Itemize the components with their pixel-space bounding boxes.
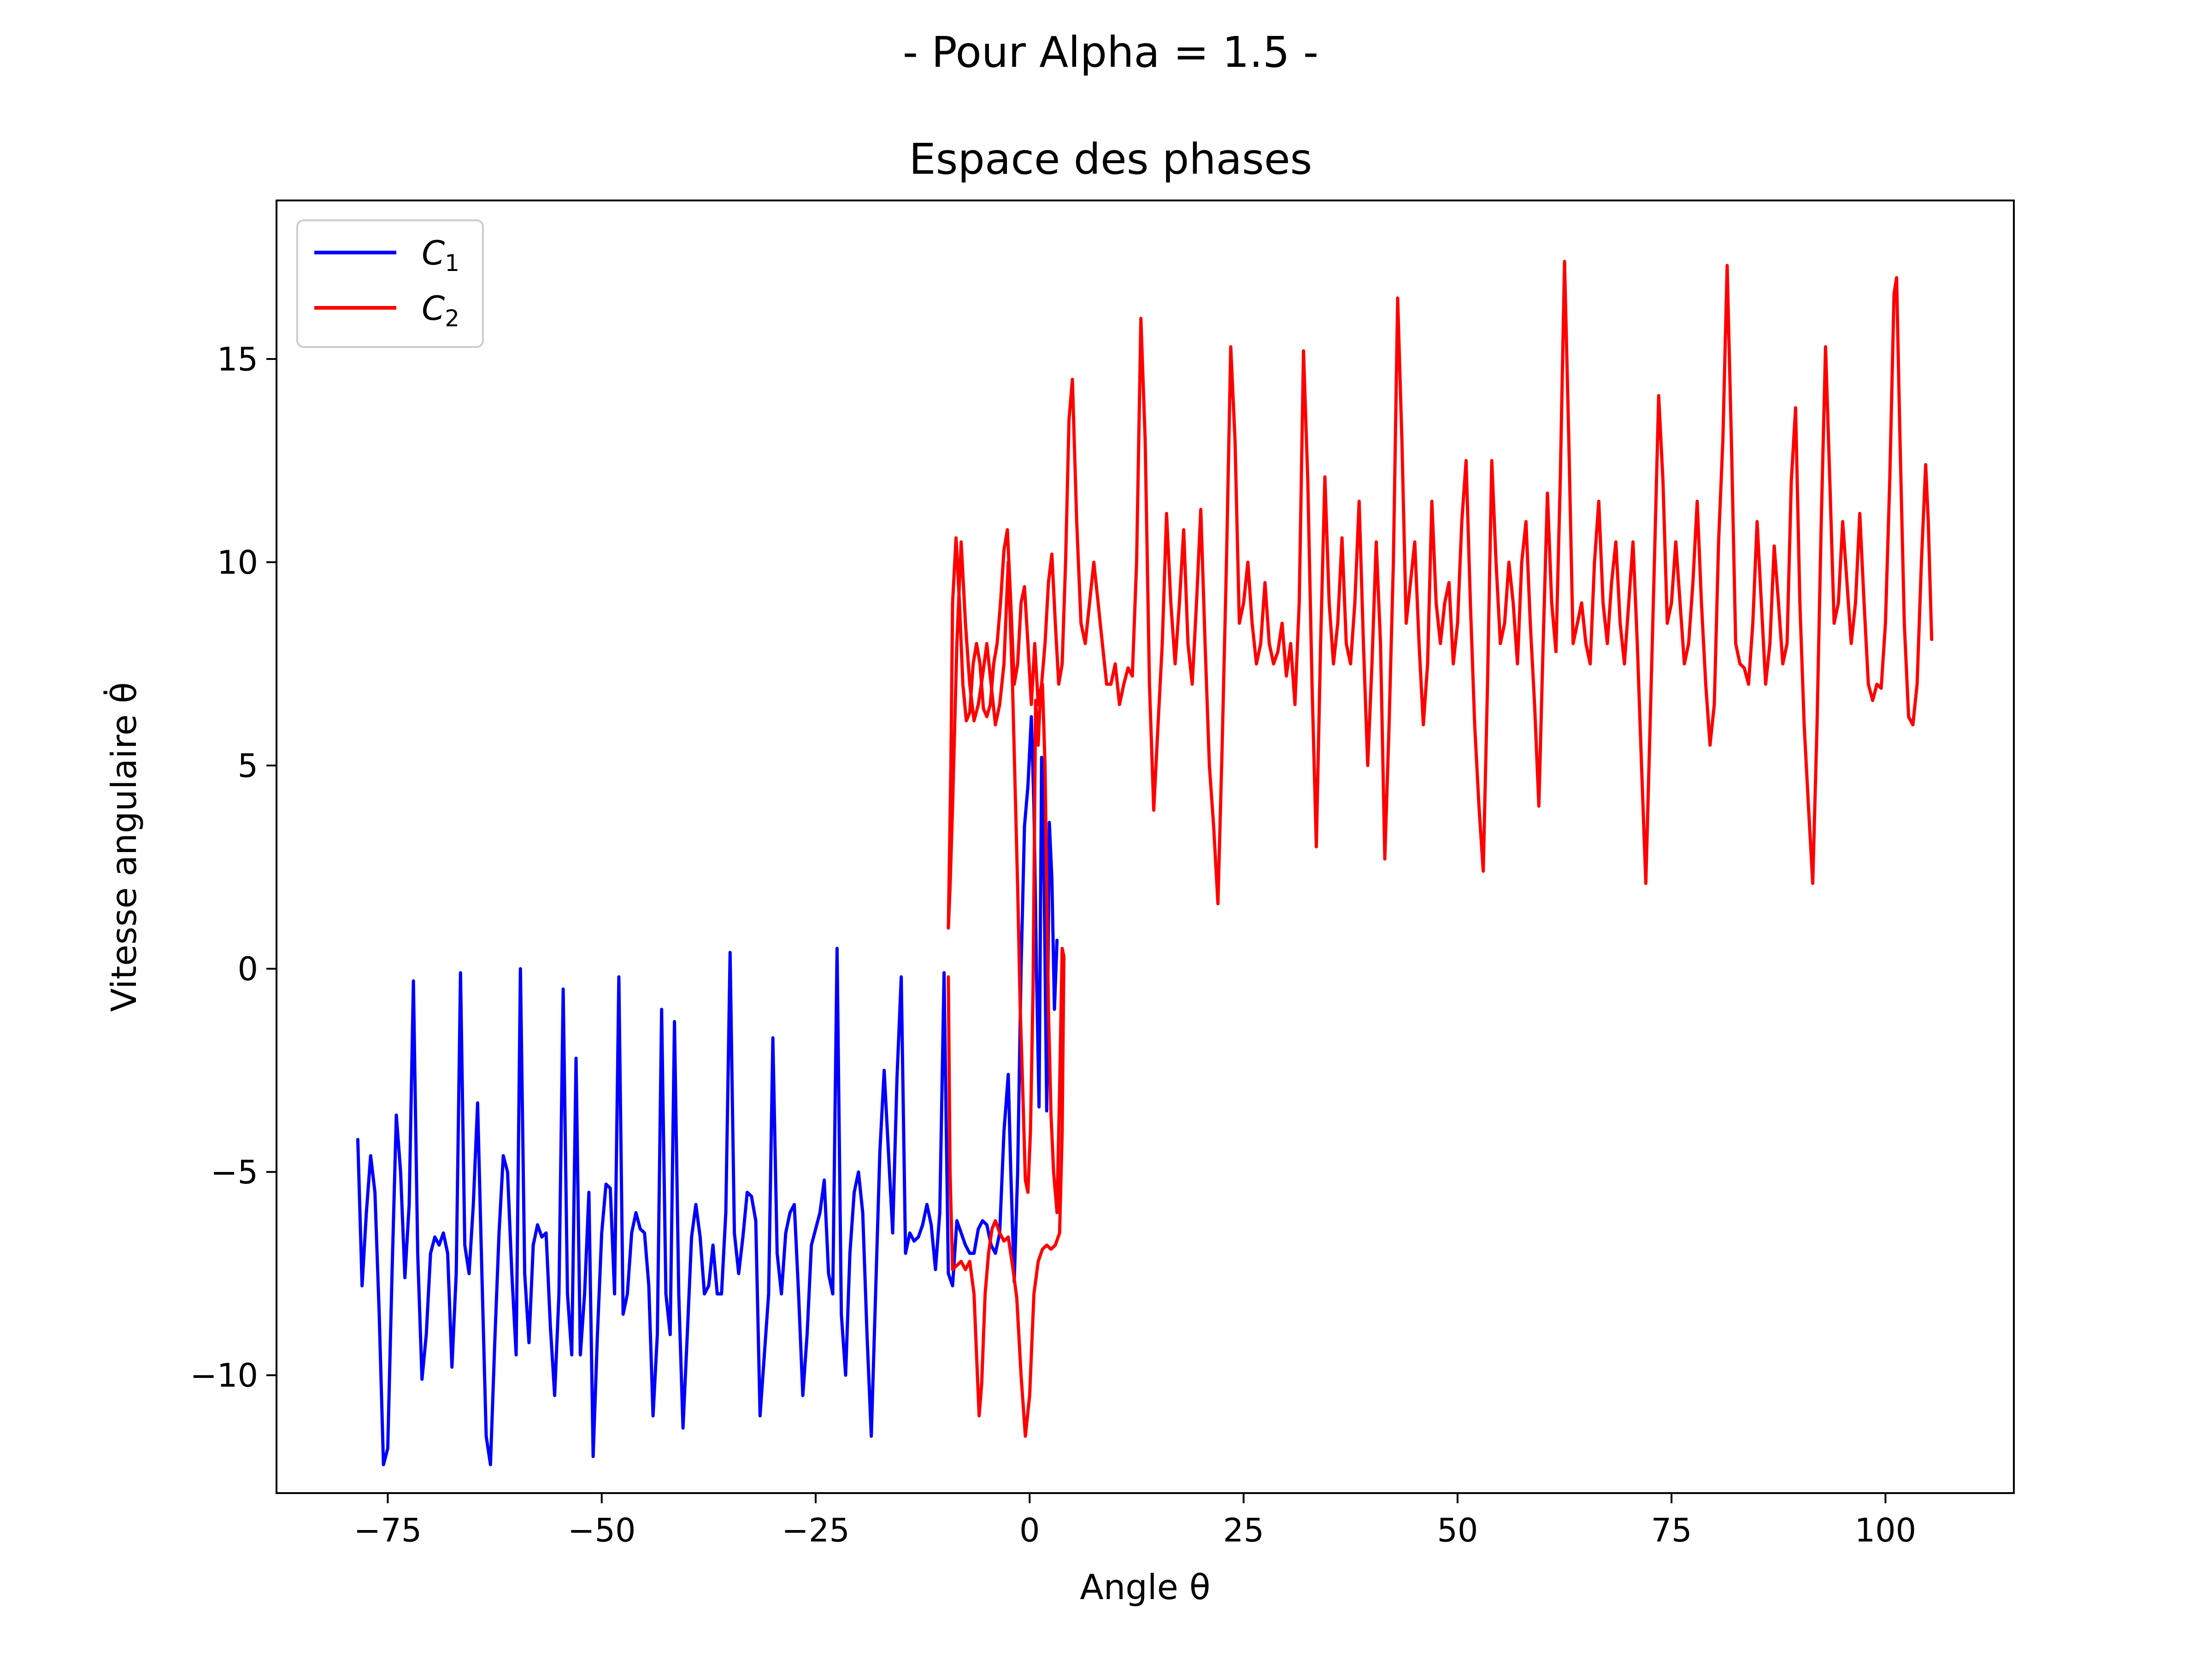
legend-label-c1-subscript: 1 xyxy=(445,250,459,276)
legend-label-c1: C1 xyxy=(422,234,459,276)
y-tick-label: 10 xyxy=(217,544,258,582)
figure-suptitle: - Pour Alpha = 1.5 - xyxy=(903,28,1318,77)
x-axis-ticks: −75 −50 −25 0 25 50 75 100 xyxy=(354,1493,1917,1549)
y-tick-label: −10 xyxy=(190,1357,258,1394)
y-tick-label: −5 xyxy=(211,1153,258,1191)
y-tick-label: 0 xyxy=(237,950,258,988)
x-tick-label: 50 xyxy=(1437,1512,1478,1549)
series-layer xyxy=(356,259,1934,1466)
x-tick-label: 100 xyxy=(1855,1512,1917,1549)
legend-label-c1-name: C xyxy=(422,234,445,272)
x-axis-label: Angle θ xyxy=(1080,1567,1210,1607)
y-axis-label: Vitesse angulaire θ̇ xyxy=(103,682,144,1012)
y-tick-label: 15 xyxy=(217,341,258,378)
x-tick-label: −50 xyxy=(568,1512,636,1549)
legend-label-c2-subscript: 2 xyxy=(445,305,459,332)
x-tick-label: −25 xyxy=(782,1512,850,1549)
x-tick-label: 75 xyxy=(1651,1512,1692,1549)
series-line-c2 xyxy=(947,259,1934,1438)
y-tick-label: 5 xyxy=(237,747,258,785)
x-tick-label: 25 xyxy=(1223,1512,1264,1549)
y-axis-ticks: −10 −5 0 5 10 15 xyxy=(190,341,276,1394)
x-tick-label: 0 xyxy=(1019,1512,1040,1549)
x-tick-label: −75 xyxy=(354,1512,422,1549)
plot-frame xyxy=(276,200,2015,1494)
legend-label-c2-name: C xyxy=(422,289,445,328)
legend-label-c2: C2 xyxy=(422,289,459,332)
series-line-c1 xyxy=(356,715,1059,1466)
legend: C1 C2 xyxy=(296,219,484,348)
chart-title: Espace des phases xyxy=(909,135,1312,184)
